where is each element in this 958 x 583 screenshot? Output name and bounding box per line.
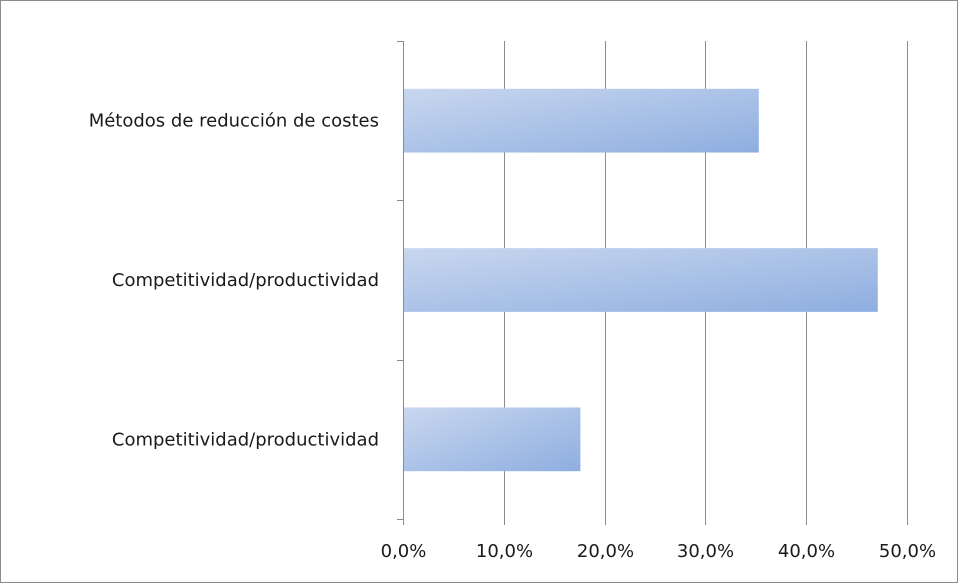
category-label: Métodos de reducción de costes — [89, 111, 379, 132]
labels: 0,0% 10,0% 20,0% 30,0% 40,0% 50,0% Métodos de … — [89, 111, 936, 562]
category-label: Competitividad/productividad — [112, 429, 379, 450]
x-tick-label: 40,0% — [778, 541, 835, 562]
bar — [404, 248, 878, 312]
category-label: Competitividad/productividad — [112, 270, 379, 291]
bar — [404, 88, 759, 153]
x-tick-label: 0,0% — [381, 541, 427, 562]
axes — [397, 41, 908, 525]
x-tick-label: 10,0% — [476, 541, 533, 562]
x-tick-label: 30,0% — [677, 541, 734, 562]
bars — [404, 88, 878, 472]
x-tick-label: 50,0% — [879, 541, 936, 562]
bar — [404, 407, 581, 472]
x-tick-label: 20,0% — [577, 541, 634, 562]
